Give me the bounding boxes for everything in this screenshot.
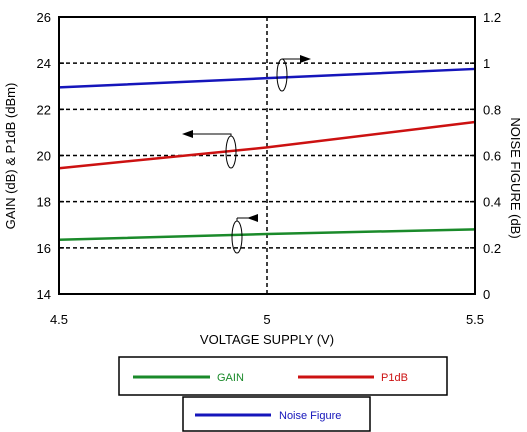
y-left-tick-label-1: 16 <box>37 241 51 256</box>
y-left-tick-label-6: 26 <box>37 10 51 25</box>
series-lines <box>58 67 476 242</box>
y-right-tick-label-2: 0.4 <box>483 195 501 210</box>
series-line-p1db <box>58 120 476 170</box>
y-left-tick-label-4: 22 <box>37 102 51 117</box>
x-tick-label-0: 4.5 <box>50 312 68 327</box>
y-right-tick-label-0: 0 <box>483 287 490 302</box>
y-right-tick-label-3: 0.6 <box>483 149 501 164</box>
y-axis-right-label: NOISE FIGURE (dB) <box>508 117 523 238</box>
series-line-gain <box>58 228 476 242</box>
y-right-tick-label-5: 1 <box>483 56 490 71</box>
legend-label-gain: GAIN <box>217 372 244 384</box>
p1db-arrow-left <box>192 133 232 136</box>
y-axis-left-label: GAIN (dB) & P1dB (dBm) <box>3 83 18 230</box>
x-tick-label-1: 5 <box>263 312 270 327</box>
tick-labels: 14 16 18 20 22 24 26 0 0.2 0.4 0.6 0.8 1 1.2 4.5 5 5.5 <box>37 10 502 327</box>
y-left-tick-label-2: 18 <box>37 195 51 210</box>
y-left-tick-label-3: 20 <box>37 149 51 164</box>
legend-label-p1db: P1dB <box>381 372 408 384</box>
y-right-tick-label-6: 1.2 <box>483 10 501 25</box>
series-line-noise-figure <box>58 67 476 89</box>
x-tick-label-2: 5.5 <box>466 312 484 327</box>
axis-annotations <box>182 55 311 254</box>
y-left-tick-label-0: 14 <box>37 287 51 302</box>
noise-figure-marker-ellipse <box>276 58 288 92</box>
y-left-tick-label-5: 24 <box>37 56 51 71</box>
noise-figure-arrowhead <box>300 55 311 63</box>
p1db-arrowhead <box>182 130 193 138</box>
legend-label-noise-figure: Noise Figure <box>279 410 341 422</box>
y-right-tick-label-1: 0.2 <box>483 241 501 256</box>
grid-lines <box>59 17 475 294</box>
y-right-tick-label-4: 0.8 <box>483 102 501 117</box>
gain-arrowhead <box>247 214 258 222</box>
x-axis-label: VOLTAGE SUPPLY (V) <box>200 332 334 347</box>
